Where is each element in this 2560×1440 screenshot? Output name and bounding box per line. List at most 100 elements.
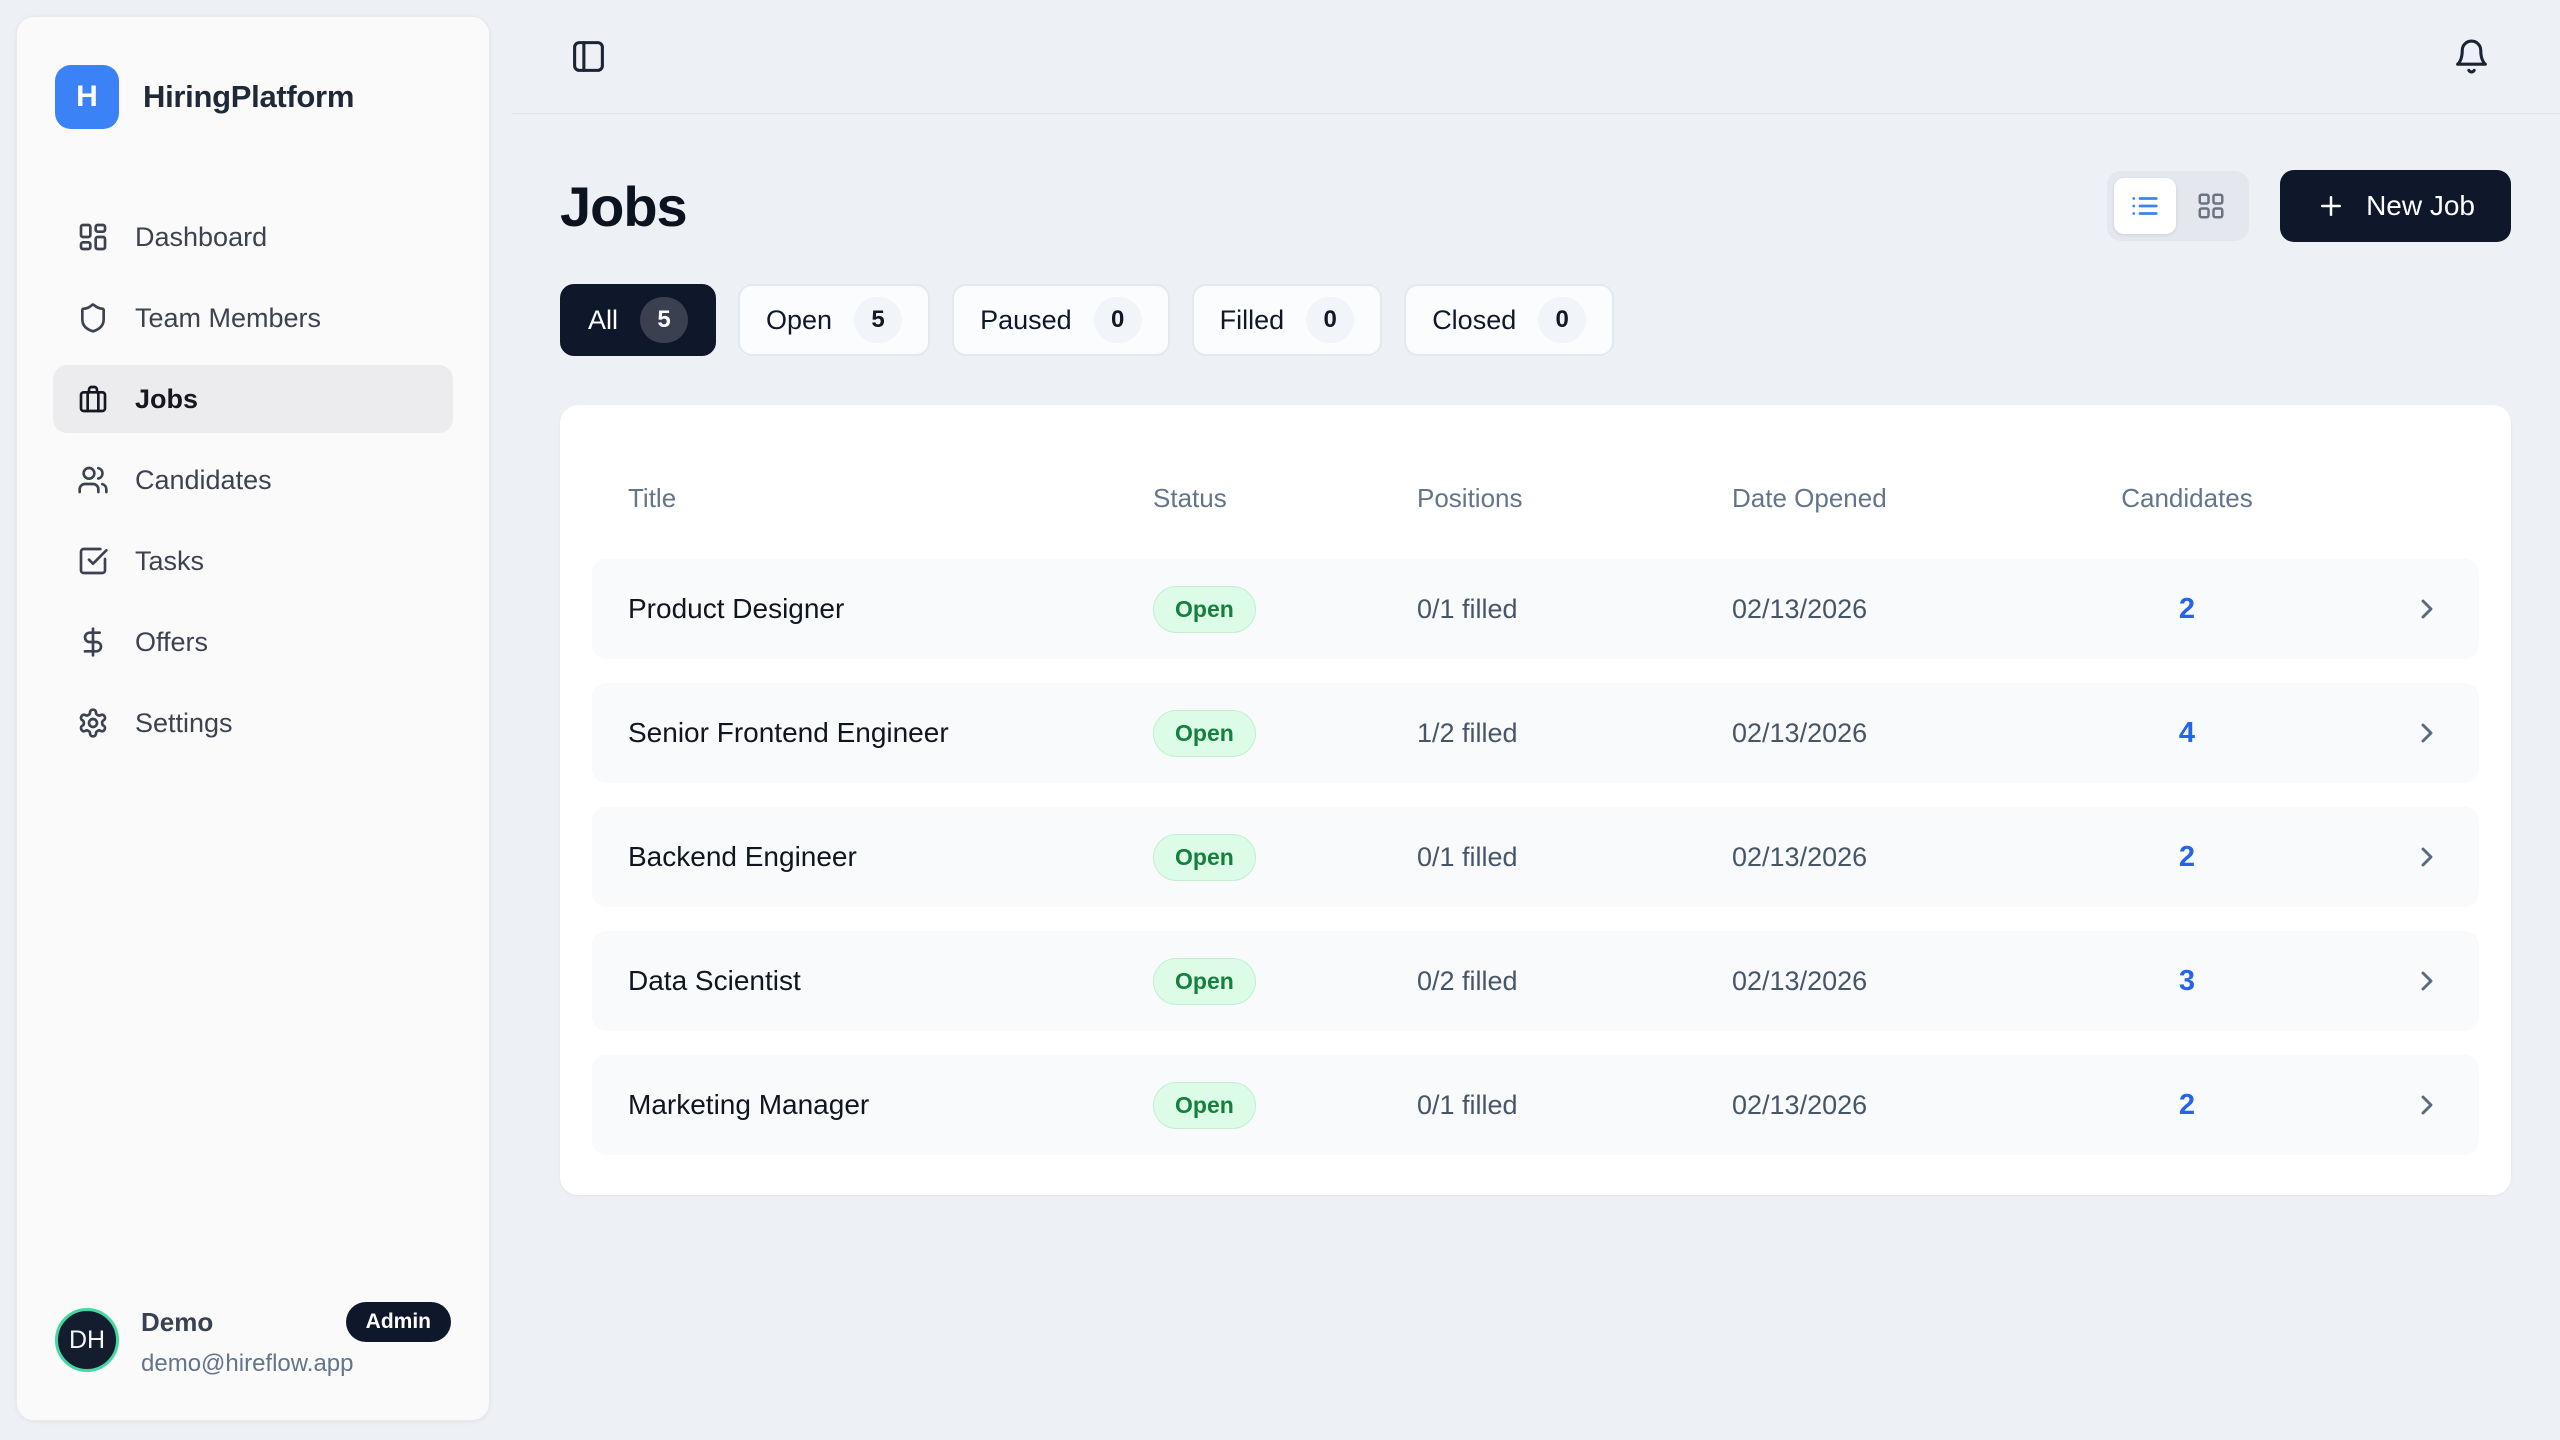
status-badge: Open — [1153, 709, 1256, 757]
view-toggle — [2107, 171, 2250, 241]
row-chevron[interactable] — [2312, 965, 2443, 997]
date-opened-cell: 02/13/2026 — [1732, 717, 1868, 748]
sidebar-item-label: Jobs — [135, 383, 199, 414]
row-chevron[interactable] — [2312, 1089, 2443, 1121]
filter-count-badge: 0 — [1538, 297, 1587, 343]
briefcase-icon — [77, 383, 109, 415]
filter-label: Filled — [1219, 304, 1285, 335]
candidates-count[interactable]: 3 — [2178, 964, 2196, 997]
sidebar-item-jobs[interactable]: Jobs — [53, 365, 453, 433]
table-row[interactable]: Senior Frontend Engineer Open 1/2 filled… — [592, 683, 2479, 783]
main-area: Jobs — [512, 0, 2560, 1440]
job-title: Backend Engineer — [628, 841, 857, 872]
filter-tab-open[interactable]: Open 5 — [738, 284, 931, 356]
column-header-status: Status — [1153, 482, 1227, 513]
filter-label: Closed — [1432, 304, 1517, 335]
table-header: Title Status Positions Date Opened Candi… — [592, 437, 2479, 559]
table-row[interactable]: Product Designer Open 0/1 filled 02/13/2… — [592, 559, 2479, 659]
filter-tab-filled[interactable]: Filled 0 — [1191, 284, 1383, 356]
sidebar-item-tasks[interactable]: Tasks — [53, 527, 453, 595]
sidebar-item-label: Dashboard — [135, 221, 268, 252]
status-badge: Open — [1153, 833, 1256, 881]
user-profile: DH Demo Admin demo@hireflow.app — [53, 1298, 453, 1384]
date-opened-cell: 02/13/2026 — [1732, 1089, 1868, 1120]
new-job-label: New Job — [2366, 190, 2475, 221]
avatar: DH — [55, 1308, 119, 1372]
candidates-count[interactable]: 4 — [2178, 716, 2196, 749]
status-badge: Open — [1153, 957, 1256, 1005]
task-check-icon — [77, 545, 109, 577]
chevron-right-icon — [2411, 1089, 2443, 1121]
list-view-button[interactable] — [2114, 178, 2177, 234]
users-icon — [77, 464, 109, 496]
profile-name: Demo — [141, 1306, 214, 1337]
candidates-count[interactable]: 2 — [2178, 840, 2196, 873]
app-brand: H HiringPlatform — [53, 65, 453, 129]
plus-icon — [2316, 191, 2346, 221]
panel-left-icon — [570, 38, 607, 75]
row-chevron[interactable] — [2312, 841, 2443, 873]
jobs-table-card: Title Status Positions Date Opened Candi… — [560, 405, 2511, 1195]
sidebar-item-candidates[interactable]: Candidates — [53, 446, 453, 514]
app-name: HiringPlatform — [143, 79, 355, 114]
page-content: Jobs — [512, 114, 2560, 1195]
sidebar: H HiringPlatform Dashboard Team Members … — [16, 16, 490, 1421]
column-header-date-opened: Date Opened — [1732, 482, 1887, 513]
profile-details: Demo Admin demo@hireflow.app — [141, 1302, 451, 1378]
table-row[interactable]: Data Scientist Open 0/2 filled 02/13/202… — [592, 931, 2479, 1031]
column-header-positions: Positions — [1417, 482, 1523, 513]
new-job-button[interactable]: New Job — [2280, 170, 2511, 242]
sidebar-item-team-members[interactable]: Team Members — [53, 284, 453, 352]
filter-label: Open — [766, 304, 833, 335]
row-chevron[interactable] — [2312, 593, 2443, 625]
filter-count-badge: 5 — [854, 297, 903, 343]
dollar-icon — [77, 626, 109, 658]
grid-icon — [2196, 191, 2226, 221]
chevron-right-icon — [2411, 717, 2443, 749]
table-row[interactable]: Marketing Manager Open 0/1 filled 02/13/… — [592, 1055, 2479, 1155]
filter-count-badge: 5 — [640, 297, 689, 343]
job-title: Marketing Manager — [628, 1089, 870, 1120]
filter-tab-all[interactable]: All 5 — [560, 284, 717, 356]
date-opened-cell: 02/13/2026 — [1732, 965, 1868, 996]
filter-tab-closed[interactable]: Closed 0 — [1404, 284, 1615, 356]
filter-label: Paused — [980, 304, 1072, 335]
positions-cell: 0/1 filled — [1417, 1089, 1518, 1120]
sidebar-toggle-button[interactable] — [570, 38, 607, 75]
filter-tab-paused[interactable]: Paused 0 — [952, 284, 1170, 356]
date-opened-cell: 02/13/2026 — [1732, 593, 1868, 624]
notifications-button[interactable] — [2453, 38, 2490, 75]
sidebar-item-label: Settings — [135, 707, 233, 738]
gear-icon — [77, 707, 109, 739]
chevron-right-icon — [2411, 841, 2443, 873]
sidebar-item-label: Tasks — [135, 545, 205, 576]
positions-cell: 0/1 filled — [1417, 593, 1518, 624]
row-chevron[interactable] — [2312, 717, 2443, 749]
table-row[interactable]: Backend Engineer Open 0/1 filled 02/13/2… — [592, 807, 2479, 907]
app-logo: H — [55, 65, 119, 129]
bell-icon — [2453, 38, 2490, 75]
sidebar-item-label: Offers — [135, 626, 209, 657]
filter-count-badge: 0 — [1306, 297, 1355, 343]
positions-cell: 0/2 filled — [1417, 965, 1518, 996]
status-badge: Open — [1153, 1081, 1256, 1129]
topbar — [512, 0, 2560, 114]
job-title: Senior Frontend Engineer — [628, 717, 949, 748]
column-header-title: Title — [628, 482, 677, 513]
job-title: Product Designer — [628, 593, 845, 624]
sidebar-item-label: Team Members — [135, 302, 322, 333]
sidebar-item-settings[interactable]: Settings — [53, 689, 453, 757]
candidates-count[interactable]: 2 — [2178, 592, 2196, 625]
candidates-count[interactable]: 2 — [2178, 1088, 2196, 1121]
list-icon — [2130, 191, 2160, 221]
positions-cell: 1/2 filled — [1417, 717, 1518, 748]
sidebar-item-dashboard[interactable]: Dashboard — [53, 203, 453, 271]
filter-count-badge: 0 — [1093, 297, 1142, 343]
sidebar-item-label: Candidates — [135, 464, 272, 495]
dashboard-icon — [77, 221, 109, 253]
grid-view-button[interactable] — [2180, 178, 2242, 234]
sidebar-item-offers[interactable]: Offers — [53, 608, 453, 676]
chevron-right-icon — [2411, 593, 2443, 625]
positions-cell: 0/1 filled — [1417, 841, 1518, 872]
role-badge: Admin — [345, 1302, 451, 1342]
